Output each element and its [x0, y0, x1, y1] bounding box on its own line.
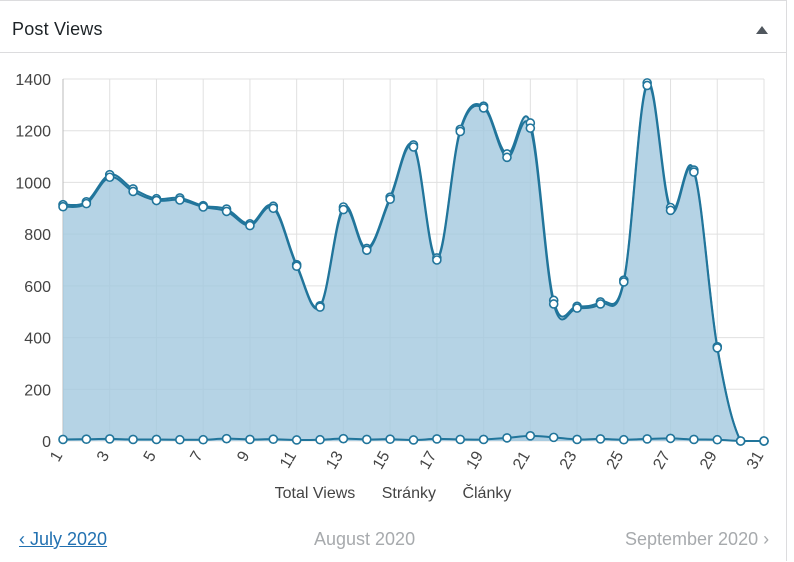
data-point-s2 [104, 172, 115, 183]
data-point-s3 [128, 434, 138, 445]
x-tick-label: 13 [323, 448, 347, 472]
data-point-s2 [128, 186, 138, 197]
data-point-s2 [58, 201, 68, 212]
data-point-s3 [548, 432, 559, 443]
data-point-s3 [385, 434, 395, 444]
data-point-s2 [618, 277, 629, 287]
y-tick-label: 600 [24, 279, 51, 296]
data-point-s3 [455, 434, 466, 445]
data-point-s3 [595, 434, 606, 444]
data-point-s3 [665, 433, 676, 444]
x-tick-label: 25 [604, 448, 628, 472]
data-point-s2 [291, 261, 302, 272]
x-tick-label: 21 [510, 448, 534, 472]
data-point-s2 [432, 255, 442, 265]
data-point-s3 [338, 433, 349, 444]
data-point-s3 [432, 434, 442, 444]
x-tick-label: 3 [94, 448, 113, 464]
x-tick-label: 23 [557, 448, 581, 472]
prev-month-link[interactable]: ‹ July 2020 [19, 529, 108, 549]
data-point-s2 [502, 152, 512, 163]
y-tick-label: 0 [42, 434, 51, 451]
legend-total-views[interactable]: Total Views [274, 485, 356, 502]
chart-legend: Total Views Stránky Články [0, 485, 786, 503]
x-tick-label: 15 [370, 448, 394, 472]
data-point-s3 [572, 434, 582, 445]
data-point-s2 [81, 198, 92, 209]
data-point-s2 [151, 195, 162, 206]
x-tick-label: 17 [417, 448, 441, 472]
data-point-s2 [665, 205, 676, 216]
x-tick-label: 27 [650, 448, 674, 472]
data-point-s3 [268, 434, 279, 444]
data-point-s3 [642, 434, 652, 444]
data-point-s3 [291, 435, 302, 445]
data-point-s2 [245, 220, 255, 231]
data-point-s3 [81, 434, 92, 444]
data-point-s3 [221, 433, 232, 444]
data-point-s3 [198, 434, 208, 445]
data-point-s3 [361, 434, 372, 445]
data-point-s3 [478, 434, 489, 445]
data-point-s2 [712, 343, 723, 353]
data-point-s2 [642, 80, 652, 91]
data-point-s2 [478, 103, 489, 113]
collapse-toggle-icon[interactable] [756, 26, 768, 34]
data-point-s2 [315, 302, 325, 312]
y-tick-label: 400 [24, 331, 51, 348]
data-point-s2 [455, 126, 466, 137]
data-point-s2 [385, 194, 395, 205]
data-point-s3 [151, 434, 162, 445]
next-month-label: September 2020 › [625, 529, 770, 549]
data-point-s2 [408, 142, 419, 152]
x-tick-label: 7 [187, 448, 206, 464]
data-point-s2 [595, 299, 606, 309]
data-point-s3 [735, 436, 746, 446]
y-tick-label: 1000 [15, 175, 51, 192]
data-point-s2 [221, 206, 232, 217]
data-point-s2 [175, 195, 185, 205]
widget-header: Post Views [0, 5, 786, 53]
data-point-s3 [712, 434, 723, 445]
data-point-s2 [338, 204, 349, 215]
x-tick-label: 19 [463, 448, 487, 472]
data-point-s3 [618, 434, 629, 445]
data-point-s2 [689, 167, 699, 177]
data-point-s3 [175, 434, 185, 445]
series-area-2 [63, 84, 764, 441]
legend-stranky[interactable]: Stránky [381, 485, 436, 502]
y-tick-label: 200 [24, 382, 51, 399]
data-point-s2 [525, 123, 536, 133]
widget-title: Post Views [12, 19, 103, 39]
y-tick-label: 1200 [15, 124, 51, 141]
data-point-s2 [548, 299, 559, 309]
data-point-s3 [502, 433, 512, 443]
data-point-s2 [572, 303, 582, 313]
data-point-s3 [408, 435, 419, 445]
x-tick-label: 11 [277, 448, 300, 471]
y-tick-label: 800 [24, 227, 51, 244]
x-tick-label: 29 [697, 448, 721, 472]
data-point-s2 [198, 202, 208, 212]
data-point-s3 [759, 436, 769, 446]
data-point-s3 [58, 434, 68, 445]
y-tick-label: 1400 [15, 72, 51, 89]
legend-clanky[interactable]: Články [462, 485, 512, 502]
data-point-s3 [525, 431, 536, 441]
x-tick-label: 5 [141, 448, 160, 464]
data-point-s3 [689, 434, 699, 445]
x-tick-label: 1 [47, 448, 66, 464]
x-tick-label: 9 [234, 448, 253, 464]
current-month-label: August 2020 [314, 529, 416, 549]
data-point-s3 [245, 434, 255, 445]
data-point-s2 [361, 245, 372, 255]
data-point-s2 [268, 203, 279, 214]
data-point-s3 [104, 434, 115, 444]
data-point-s3 [315, 434, 325, 445]
x-tick-label: 31 [744, 448, 768, 472]
